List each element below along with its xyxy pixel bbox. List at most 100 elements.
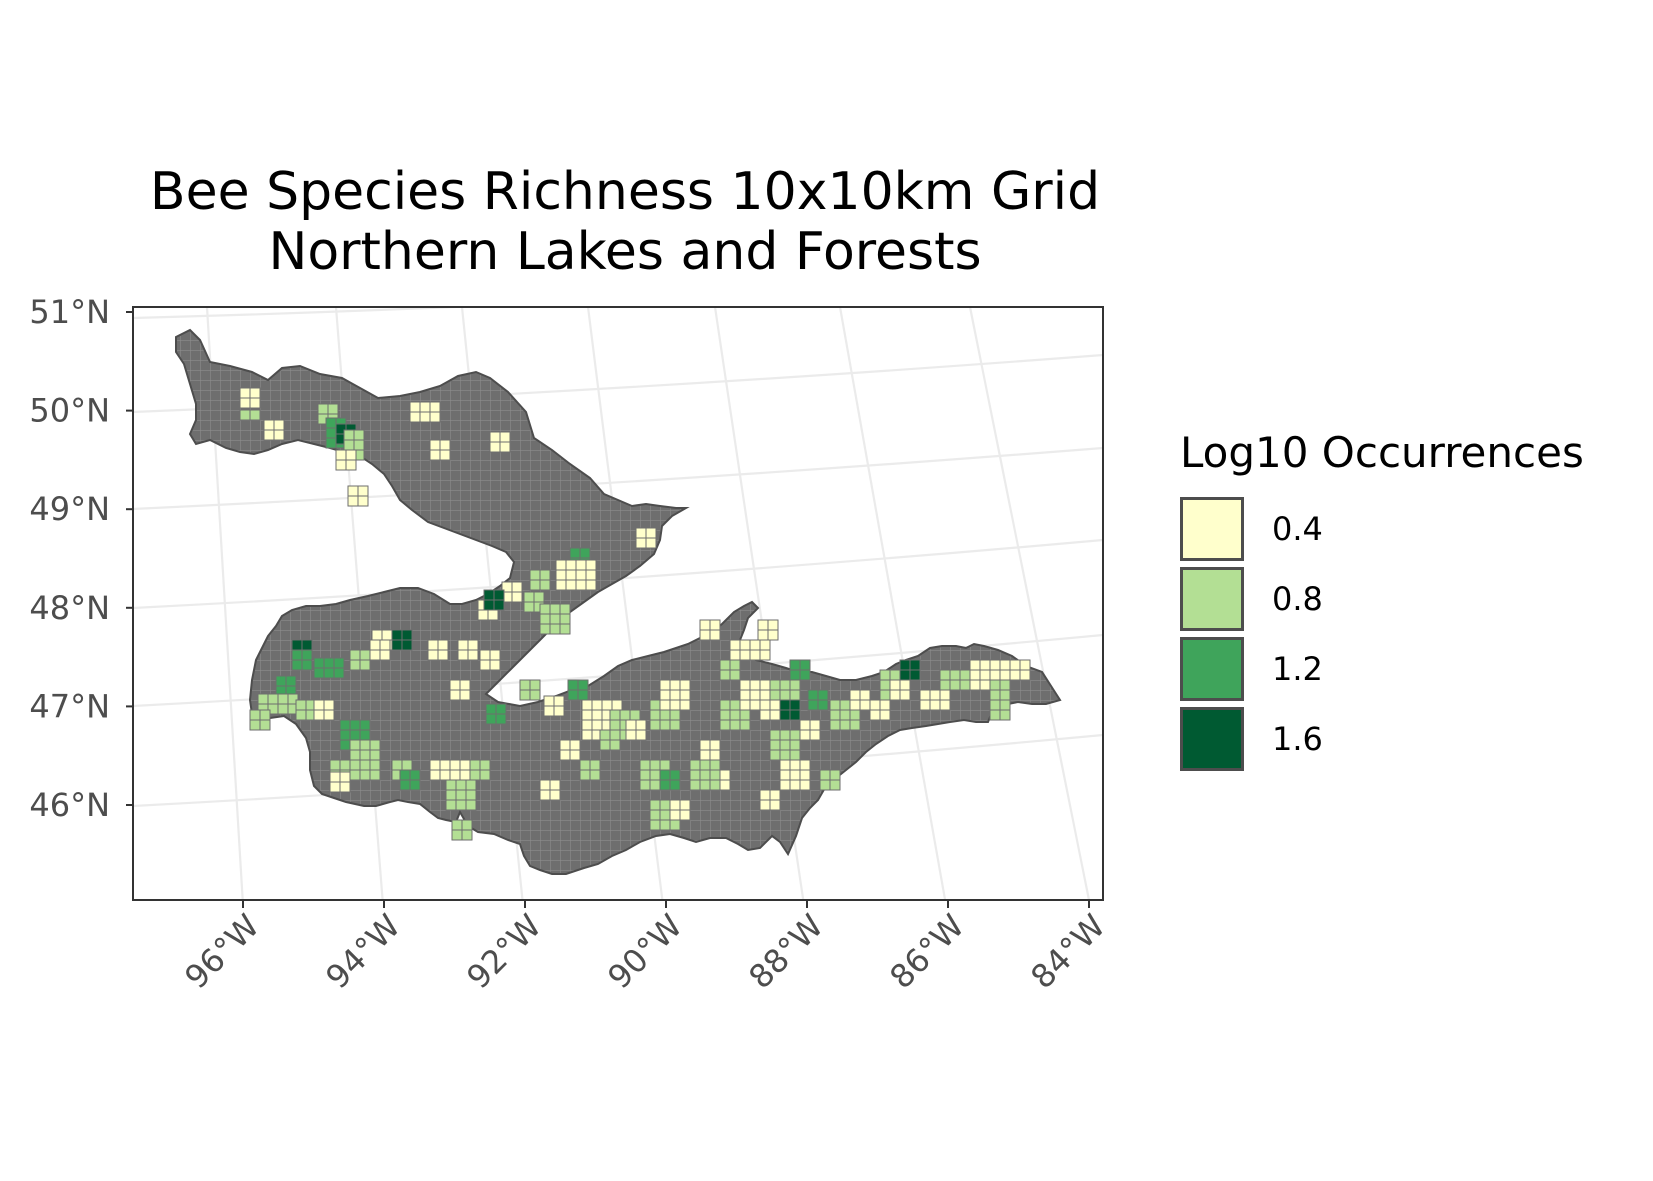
- occurrence-cell: [659, 779, 671, 791]
- occurrence-cell: [839, 709, 851, 721]
- occurrence-cell: [859, 689, 871, 701]
- occurrence-cell: [511, 581, 523, 593]
- occurrence-cell: [739, 709, 751, 721]
- occurrence-cell: [451, 829, 463, 841]
- occurrence-cell: [999, 689, 1011, 701]
- occurrence-cell: [325, 437, 337, 449]
- occurrence-cell: [799, 769, 811, 781]
- occurrence-cell: [419, 401, 431, 413]
- occurrence-cell: [239, 397, 251, 409]
- occurrence-cell: [999, 669, 1011, 681]
- occurrence-cell: [719, 779, 731, 791]
- occurrence-cell: [295, 699, 307, 711]
- occurrence-cell: [313, 667, 325, 679]
- occurrence-cell: [369, 749, 381, 761]
- occurrence-cell: [399, 769, 411, 781]
- occurrence-cell: [325, 417, 337, 429]
- occurrence-cell: [769, 709, 781, 721]
- occurrence-cell: [499, 431, 511, 443]
- occurrence-cell: [919, 689, 931, 701]
- occurrence-cell: [301, 639, 313, 651]
- occurrence-cell: [419, 411, 431, 423]
- occurrence-cell: [445, 789, 457, 801]
- occurrence-cell: [239, 387, 251, 399]
- occurrence-cell: [427, 639, 439, 651]
- occurrence-cell: [239, 409, 251, 421]
- occurrence-cell: [789, 759, 801, 771]
- occurrence-cell: [689, 759, 701, 771]
- occurrence-cell: [409, 411, 421, 423]
- occurrence-cell: [849, 709, 861, 721]
- occurrence-cell: [381, 629, 393, 641]
- occurrence-cell: [339, 719, 351, 731]
- occurrence-cell: [579, 759, 591, 771]
- occurrence-cell: [689, 779, 701, 791]
- occurrence-cell: [799, 729, 811, 741]
- occurrence-cell: [409, 769, 421, 781]
- occurrence-cell: [317, 403, 329, 415]
- occurrence-cell: [349, 759, 361, 771]
- occurrence-cell: [357, 495, 369, 507]
- occurrence-cell: [429, 411, 441, 423]
- occurrence-cell: [719, 699, 731, 711]
- occurrence-cell: [939, 689, 951, 701]
- occurrence-cell: [359, 739, 371, 751]
- occurrence-cell: [989, 699, 1001, 711]
- occurrence-cell: [249, 409, 261, 421]
- occurrence-cell: [461, 829, 473, 841]
- latitude-tick-label: 50°N: [29, 392, 110, 430]
- occurrence-cell: [323, 709, 335, 721]
- occurrence-cell: [759, 679, 771, 691]
- occurrence-cell: [479, 759, 491, 771]
- occurrence-cell: [649, 819, 661, 831]
- occurrence-cell: [339, 771, 351, 783]
- occurrence-cell: [487, 609, 499, 621]
- occurrence-cell: [259, 709, 271, 721]
- occurrence-cell: [809, 729, 821, 741]
- occurrence-cell: [469, 759, 481, 771]
- occurrence-cell: [273, 429, 285, 441]
- occurrence-cell: [749, 679, 761, 691]
- occurrence-cell: [779, 779, 791, 791]
- occurrence-cell: [999, 699, 1011, 711]
- occurrence-cell: [729, 669, 741, 681]
- occurrence-cell: [459, 769, 471, 781]
- occurrence-cell: [789, 779, 801, 791]
- occurrence-cell: [669, 689, 681, 701]
- occurrence-cell: [339, 759, 351, 771]
- occurrence-cell: [589, 769, 601, 781]
- occurrence-cell: [729, 709, 741, 721]
- occurrence-cell: [729, 639, 741, 651]
- occurrence-cell: [485, 703, 497, 715]
- occurrence-cell: [479, 769, 491, 781]
- occurrence-cell: [769, 789, 781, 801]
- occurrence-cell: [1009, 669, 1021, 681]
- occurrence-cell: [301, 659, 313, 671]
- occurrence-cell: [429, 401, 441, 413]
- occurrence-cell: [549, 613, 561, 625]
- occurrence-cell: [333, 667, 345, 679]
- occurrence-cell: [879, 699, 891, 711]
- latitude-tick-label: 48°N: [29, 589, 110, 627]
- occurrence-cell: [581, 719, 593, 731]
- occurrence-cell: [669, 679, 681, 691]
- occurrence-cell: [369, 639, 381, 651]
- occurrence-cell: [899, 679, 911, 691]
- occurrence-cell: [749, 649, 761, 661]
- occurrence-cell: [445, 779, 457, 791]
- occurrence-cell: [635, 527, 647, 539]
- occurrence-cell: [929, 689, 941, 701]
- occurrence-cell: [323, 667, 335, 679]
- occurrence-cell: [645, 537, 657, 549]
- occurrence-cell: [523, 591, 535, 603]
- occurrence-cell: [739, 639, 751, 651]
- occurrence-cell: [639, 759, 651, 771]
- occurrence-cell: [779, 699, 791, 711]
- occurrence-cell: [539, 613, 551, 625]
- occurrence-cell: [829, 699, 841, 711]
- occurrence-cell: [889, 679, 901, 691]
- occurrence-cell: [719, 769, 731, 781]
- occurrence-cell: [565, 569, 577, 581]
- occurrence-cell: [273, 419, 285, 431]
- occurrence-cell: [729, 719, 741, 731]
